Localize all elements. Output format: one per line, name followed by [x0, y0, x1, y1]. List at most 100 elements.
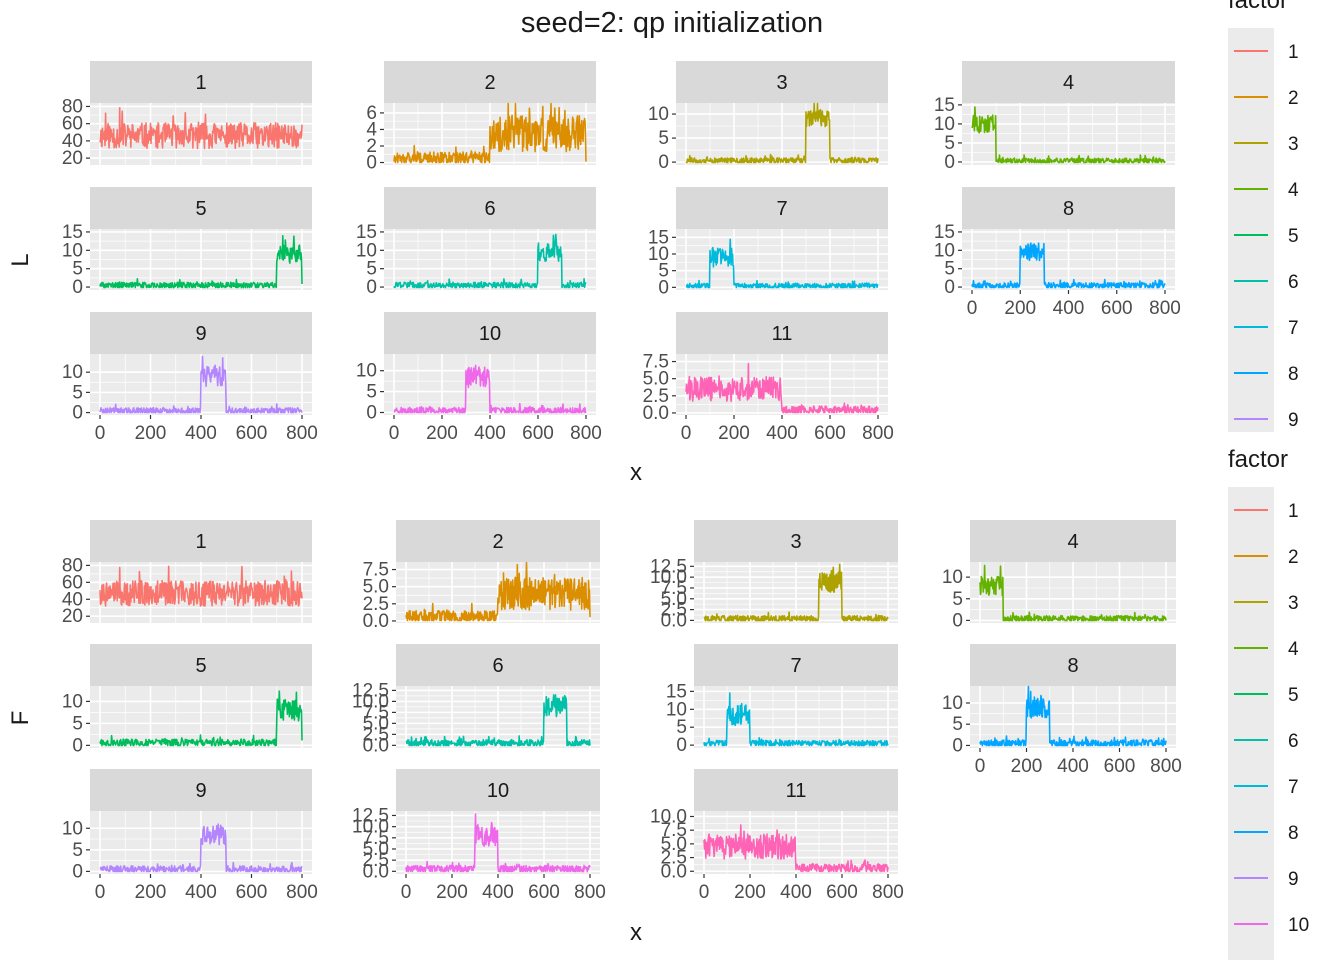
panel-F-3: 3 0.02.55.07.510.012.5	[650, 520, 898, 631]
legend-title: factor	[1228, 446, 1288, 473]
y-tick-label: 10.0	[352, 817, 389, 838]
y-axis-title: L	[7, 253, 34, 266]
x-tick-label: 400	[1057, 756, 1089, 777]
y-tick-label: 0	[366, 153, 377, 174]
y-tick-label: 0	[952, 610, 963, 631]
y-tick-label: 0.0	[661, 861, 687, 882]
y-tick-label: 0.0	[643, 403, 669, 424]
y-tick-label: 10	[648, 104, 669, 125]
x-tick-label: 200	[135, 882, 167, 903]
facet-strip-label: 1	[195, 531, 206, 553]
series-line-factor-8	[979, 685, 1167, 747]
y-tick-label: 5	[72, 713, 83, 734]
y-tick-label: 5	[658, 261, 669, 282]
facet-strip	[970, 644, 1176, 686]
x-tick-label: 400	[474, 423, 506, 444]
facet-block-L: 1204060802024630510405101550510156051015…	[7, 61, 1181, 486]
facet-strip-label: 9	[195, 780, 206, 802]
y-tick-label: 60	[62, 572, 83, 593]
facet-strip-label: 11	[786, 780, 807, 802]
y-tick-label: 12.5	[650, 556, 687, 577]
y-tick-label: 7.5	[363, 702, 389, 723]
panel-F-6: 6 0.02.55.07.510.012.5	[352, 644, 600, 756]
y-tick-label: 0	[952, 735, 963, 756]
x-tick-label: 0	[681, 423, 692, 444]
facet-strip-label: 7	[776, 198, 787, 220]
y-tick-label: 5	[944, 259, 955, 280]
series-line-factor-4	[971, 106, 1166, 164]
legend-label: 7	[1288, 318, 1299, 339]
y-tick-label: 0	[944, 152, 955, 173]
facet-strip-label: 9	[195, 323, 206, 345]
y-tick-label: 5	[944, 133, 955, 154]
y-tick-label: 15	[666, 681, 687, 702]
y-tick-label: 10	[62, 818, 83, 839]
series-line-factor-7	[703, 692, 889, 747]
x-tick-label: 800	[1150, 756, 1182, 777]
facet-strip	[962, 187, 1175, 229]
facet-strip	[694, 644, 898, 686]
y-tick-label: 20	[62, 148, 83, 169]
y-tick-label: 80	[62, 96, 83, 117]
x-tick-label: 600	[522, 423, 554, 444]
x-tick-label: 400	[766, 423, 798, 444]
legend-label: 3	[1288, 593, 1299, 614]
facet-block-F: 12040608020.02.55.07.530.02.55.07.510.01…	[7, 520, 1182, 946]
y-tick-label: 15	[648, 227, 669, 248]
y-tick-label: 5.0	[363, 577, 389, 598]
y-tick-label: 15	[62, 222, 83, 243]
panel-F-10: 10 0.02.55.07.510.012.5 0 200 400 600 800	[352, 769, 606, 903]
y-tick-label: 40	[62, 131, 83, 152]
y-tick-label: 2.5	[643, 386, 669, 407]
y-tick-label: 10.0	[352, 691, 389, 712]
legend-label: 1	[1288, 501, 1299, 522]
x-tick-label: 400	[482, 882, 514, 903]
y-tick-label: 0	[72, 861, 83, 882]
x-tick-label: 0	[95, 423, 106, 444]
y-tick-label: 5	[72, 840, 83, 861]
y-tick-label: 2.5	[363, 594, 389, 615]
y-tick-label: 2.5	[363, 850, 389, 871]
series-line-factor-10	[405, 813, 591, 873]
series-line-factor-1	[99, 107, 303, 150]
y-tick-label: 0	[72, 277, 83, 298]
x-tick-label: 0	[95, 882, 106, 903]
facet-strip	[90, 312, 312, 354]
legend-label: 4	[1288, 639, 1299, 660]
y-tick-label: 2.5	[363, 724, 389, 745]
facet-strip-label: 8	[1063, 198, 1074, 220]
y-tick-label: 12.5	[352, 680, 389, 701]
y-tick-label: 10	[934, 240, 955, 261]
legend-label: 5	[1288, 226, 1299, 247]
series-line-factor-11	[685, 362, 879, 414]
x-tick-label: 800	[286, 882, 318, 903]
x-tick-label: 400	[1053, 298, 1085, 319]
legend-label: 9	[1288, 410, 1299, 431]
y-tick-label: 5	[366, 382, 377, 403]
y-tick-label: 80	[62, 555, 83, 576]
y-tick-label: 2.5	[661, 600, 687, 621]
y-tick-label: 5	[952, 714, 963, 735]
y-tick-label: 0.0	[363, 861, 389, 882]
y-tick-label: 10	[62, 691, 83, 712]
legend-key-background	[1228, 487, 1274, 960]
legend-1: factor 1 2 3 4 5 6 7 8 9	[1228, 0, 1299, 432]
y-tick-label: 5	[72, 259, 83, 280]
facet-strip-label: 2	[484, 72, 495, 94]
facet-strip-label: 10	[487, 780, 509, 802]
x-tick-label: 200	[734, 882, 766, 903]
chart-title: seed=2: qp initialization	[521, 7, 823, 39]
x-tick-label: 600	[814, 423, 846, 444]
y-axis-title: F	[7, 711, 34, 726]
y-tick-label: 10	[356, 240, 377, 261]
legend-label: 4	[1288, 180, 1299, 201]
y-tick-label: 12.5	[352, 805, 389, 826]
y-tick-label: 5	[676, 717, 687, 738]
facet-strip	[676, 312, 888, 354]
